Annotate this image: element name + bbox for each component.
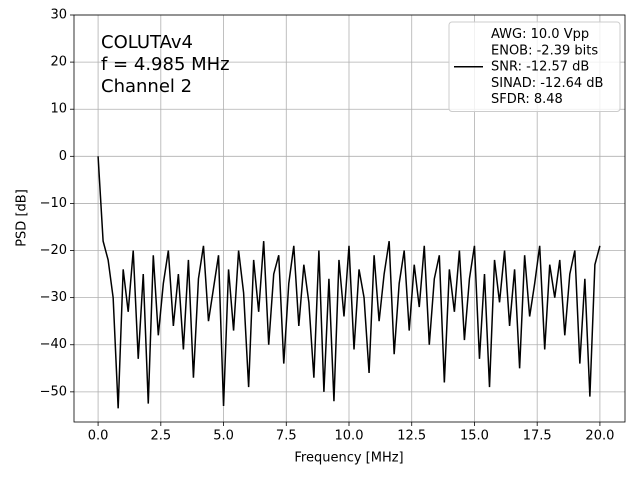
x-tick-label: 10.0 (335, 429, 364, 444)
y-tick-label: 0 (59, 149, 67, 164)
legend-label: AWG: 10.0 Vpp ENOB: -2.39 bits SNR: -12.57… (491, 27, 603, 107)
x-tick-label: 5.0 (213, 429, 234, 444)
x-tick-label: 2.5 (150, 429, 171, 444)
y-axis-label: PSD [dB] (15, 189, 30, 247)
legend-label-line: SNR: -12.57 dB (491, 59, 589, 74)
y-tick-label: −30 (40, 290, 67, 305)
y-tick-label: −10 (40, 196, 67, 211)
x-tick-label: 0.0 (88, 429, 109, 444)
x-axis-label: Frequency [MHz] (294, 451, 403, 466)
y-tick-label: −50 (40, 384, 67, 399)
annotation-line: f = 4.985 MHz (101, 54, 230, 75)
x-tick-label: 7.5 (276, 429, 297, 444)
legend-label-line: SINAD: -12.64 dB (491, 75, 603, 90)
annotation: COLUTAv4 f = 4.985 MHz Channel 2 (101, 32, 230, 97)
legend-box (448, 21, 621, 112)
plot-frame (73, 14, 626, 423)
x-tick-label: 15.0 (460, 429, 489, 444)
y-tick-label: −20 (40, 243, 67, 258)
annotation-line: COLUTAv4 (101, 32, 193, 53)
annotation-line: Channel 2 (101, 76, 192, 97)
legend-label-line: AWG: 10.0 Vpp (491, 27, 589, 42)
y-tick-label: 30 (50, 8, 67, 23)
series-line (97, 156, 601, 409)
y-tick-label: 20 (50, 55, 67, 70)
x-tick-label: 20.0 (585, 429, 614, 444)
x-tick-label: 12.5 (397, 429, 426, 444)
y-tick-label: −40 (40, 337, 67, 352)
legend-label-line: ENOB: -2.39 bits (491, 43, 598, 58)
x-tick-label: 17.5 (523, 429, 552, 444)
legend-label-line: SFDR: 8.48 (491, 92, 563, 107)
y-tick-label: 10 (50, 102, 67, 117)
